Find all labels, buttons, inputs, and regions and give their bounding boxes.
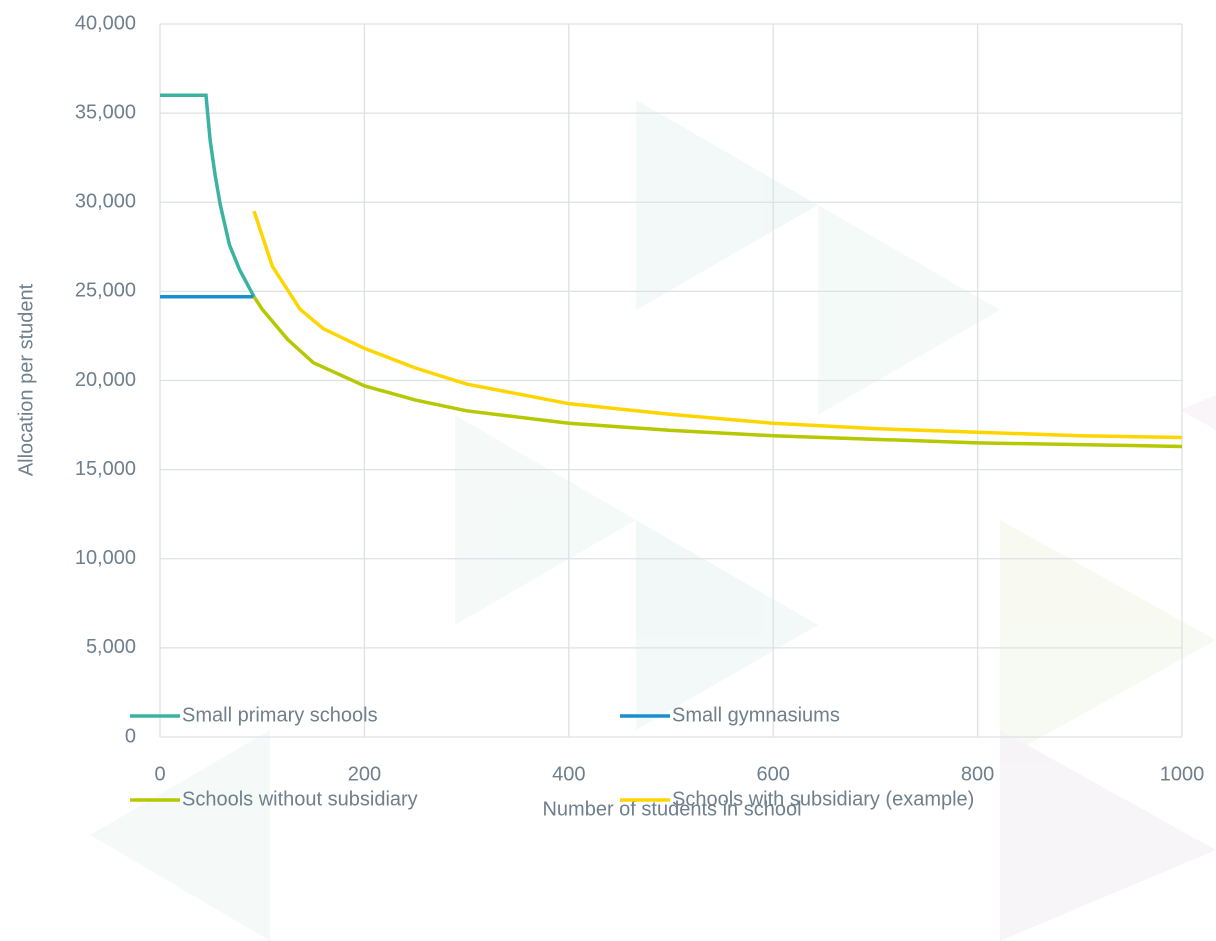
x-axis-label: Number of students in school <box>542 798 801 820</box>
legend-label: Small primary schools <box>182 704 378 726</box>
legend-label: Small gymnasiums <box>672 704 840 726</box>
x-tick-label: 0 <box>154 763 165 785</box>
series-line <box>252 295 1183 449</box>
series-line <box>252 210 1183 440</box>
y-tick-label: 5,000 <box>86 636 136 658</box>
x-tick-label: 1000 <box>1160 763 1205 785</box>
y-tick-label: 40,000 <box>75 12 136 34</box>
x-tick-label: 600 <box>757 763 790 785</box>
y-tick-label: 35,000 <box>75 101 136 123</box>
background-pattern <box>90 100 1216 941</box>
legend-label: Schools with subsidiary (example) <box>672 788 974 810</box>
y-tick-label: 0 <box>125 725 136 747</box>
series-line <box>160 93 256 298</box>
x-tick-label: 400 <box>552 763 585 785</box>
y-tick-label: 10,000 <box>75 547 136 569</box>
legend-label: Schools without subsidiary <box>182 788 418 810</box>
y-tick-label: 30,000 <box>75 191 136 213</box>
y-axis-label: Allocation per student <box>15 283 37 476</box>
y-tick-label: 25,000 <box>75 280 136 302</box>
x-tick-label: 200 <box>348 763 381 785</box>
x-tick-label: 800 <box>961 763 994 785</box>
y-tick-label: 15,000 <box>75 458 136 480</box>
y-tick-label: 20,000 <box>75 369 136 391</box>
